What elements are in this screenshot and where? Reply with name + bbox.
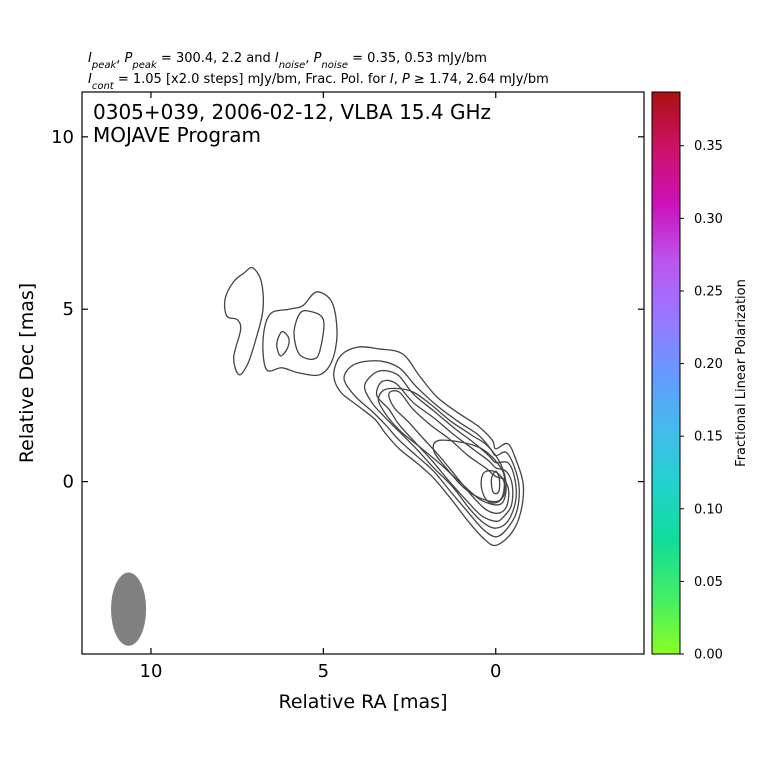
beam-ellipse xyxy=(111,572,147,646)
y-axis-ticks: 0 5 10 xyxy=(51,127,644,493)
x-tick-label: 0 xyxy=(490,661,501,682)
x-tick-label: 5 xyxy=(318,661,329,682)
header-line-1: Ipeak, Ppeak = 300.4, 2.2 and Inoise, Pn… xyxy=(88,51,487,71)
source-annotation: 0305+039, 2006-02-12, VLBA 15.4 GHzMOJAV… xyxy=(93,100,491,147)
contour-level-5-part-1 xyxy=(388,390,510,514)
contour-level-1-part-2 xyxy=(262,291,338,377)
beam-ellipse-layer xyxy=(111,572,147,646)
contour-level-2-part-3 xyxy=(276,330,290,357)
colorbar-tick-label: 0.10 xyxy=(694,502,723,517)
header-line-2: Icont = 1.05 [x2.0 steps] mJy/bm, Frac. … xyxy=(88,72,549,92)
colorbar-tick-label: 0.25 xyxy=(694,284,723,299)
contour-level-4-part-1 xyxy=(375,379,514,522)
contour-level-2-part-1 xyxy=(343,360,520,538)
contour-level-7-part-1 xyxy=(432,439,506,503)
colorbar: 0.00 0.05 0.10 0.15 0.20 0.25 0.30 0.35 xyxy=(651,91,723,663)
x-axis-label: Relative RA [mas] xyxy=(278,691,447,713)
colorbar-tick-label: 0.00 xyxy=(694,648,723,663)
contour-layer xyxy=(223,266,525,547)
plot-frame xyxy=(81,91,645,655)
contour-level-1-part-3 xyxy=(223,266,265,376)
source-annotation-line-2: MOJAVE Program xyxy=(93,123,261,147)
contour-level-2-part-2 xyxy=(293,309,325,360)
contour-level-1-part-1 xyxy=(333,346,525,547)
x-axis-ticks: 10 5 0 xyxy=(140,92,501,682)
y-axis-label: Relative Dec [mas] xyxy=(16,283,38,463)
header-annotation: Ipeak, Ppeak = 300.4, 2.2 and Inoise, Pn… xyxy=(88,51,549,92)
y-tick-label: 0 xyxy=(63,472,74,493)
colorbar-gradient xyxy=(651,91,681,655)
contour-level-8-part-1 xyxy=(480,469,506,504)
colorbar-label: Fractional Linear Polarization xyxy=(734,279,749,467)
y-tick-label: 5 xyxy=(63,299,74,320)
contour-level-6-part-1 xyxy=(377,387,507,506)
colorbar-tick-label: 0.35 xyxy=(694,139,723,154)
colorbar-tick-label: 0.05 xyxy=(694,575,723,590)
colorbar-tick-label: 0.20 xyxy=(694,357,723,372)
colorbar-tick-label: 0.15 xyxy=(694,430,723,445)
source-annotation-line-1: 0305+039, 2006-02-12, VLBA 15.4 GHz xyxy=(93,100,491,124)
plot-area: 0305+039, 2006-02-12, VLBA 15.4 GHzMOJAV… xyxy=(51,91,645,682)
contour-level-3-part-1 xyxy=(363,369,517,529)
colorbar-tick-label: 0.30 xyxy=(694,212,723,227)
x-tick-label: 10 xyxy=(140,661,163,682)
y-tick-label: 10 xyxy=(51,127,74,148)
contour-level-9-part-1 xyxy=(490,470,501,495)
plot-background xyxy=(82,92,644,654)
colorbar-ticks: 0.00 0.05 0.10 0.15 0.20 0.25 0.30 0.35 xyxy=(680,139,723,663)
